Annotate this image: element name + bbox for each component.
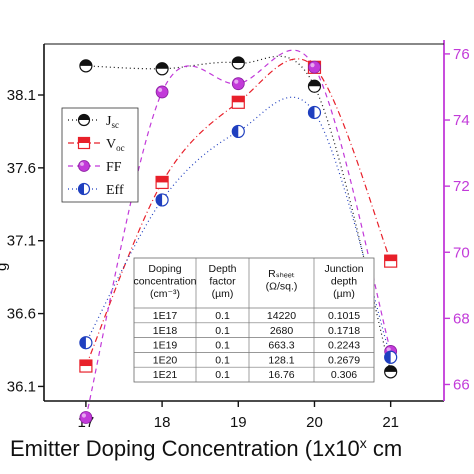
- x-axis-label: Emitter Doping Concentration (1x10x cm: [10, 435, 402, 461]
- y-left-tick-label: 36.6: [7, 306, 36, 323]
- table-header-text: (cm⁻³): [150, 288, 180, 300]
- parameter-table: Dopingconcentration(cm⁻³)Depthfactor(µm)…: [133, 257, 375, 383]
- y-left-tick-label: 36.1: [7, 378, 36, 395]
- table-cell: 1E21: [153, 369, 178, 381]
- table-cell: 0.2679: [328, 354, 360, 366]
- table-cell: 0.2243: [328, 340, 360, 352]
- table-box: [133, 257, 375, 383]
- data-point: [155, 62, 169, 76]
- legend-marker: [77, 182, 91, 196]
- table-header-text: factor: [209, 276, 236, 288]
- y-right-tick-label: 68: [453, 310, 470, 327]
- data-point: [155, 85, 169, 99]
- data-point: [384, 350, 398, 364]
- data-point: [307, 105, 322, 120]
- table-header-text: concentration: [133, 276, 196, 288]
- table-cell: 0.306: [331, 369, 357, 381]
- data-point: [231, 95, 245, 109]
- table-cell: 16.76: [268, 369, 294, 381]
- table-header-text: (Ω/sq.): [266, 281, 298, 293]
- table-cell: 128.1: [268, 354, 294, 366]
- table-cell: 0.1015: [328, 310, 360, 322]
- y-right-tick-label: 66: [453, 376, 470, 393]
- table-cell: 14220: [267, 310, 296, 322]
- table-cell: 0.1: [215, 369, 230, 381]
- x-tick-label: 18: [154, 414, 171, 431]
- y-right-tick-label: 70: [453, 244, 470, 261]
- y-right-tick-label: 72: [453, 178, 470, 195]
- legend-label: Voc: [106, 137, 125, 153]
- table-header-text: Depth: [208, 263, 236, 275]
- legend-label: FF: [106, 160, 122, 175]
- data-point: [384, 365, 398, 379]
- y-left-tick-label: 37.6: [7, 160, 36, 177]
- table-cell: 1E19: [153, 340, 178, 352]
- data-point: [155, 175, 169, 190]
- data-point: [155, 193, 169, 207]
- data-point: [231, 124, 245, 139]
- table-header-text: depth: [331, 276, 357, 288]
- table-cell: 0.1718: [328, 325, 360, 337]
- data-point: [79, 59, 93, 73]
- legend: Jsc Voc FF Eff: [61, 107, 139, 203]
- data-point: [308, 60, 321, 74]
- data-point: [79, 411, 93, 424]
- x-axis-label-sup: x: [360, 435, 367, 451]
- x-tick-label: 21: [382, 414, 399, 431]
- legend-marker: [78, 160, 90, 172]
- data-point: [307, 79, 322, 93]
- series-line-v: [85, 58, 392, 367]
- table-cell: 0.1: [215, 354, 230, 366]
- table-cell: 0.1: [215, 340, 230, 352]
- legend-marker: [77, 113, 91, 127]
- table-cell: 0.1: [215, 325, 230, 337]
- y-right-tick-label: 74: [453, 112, 470, 129]
- y-right-tick-label: 76: [453, 46, 470, 63]
- data-point: [384, 254, 398, 268]
- series-markers: [79, 56, 398, 424]
- table-header-text: Junction: [324, 263, 363, 275]
- table-cell: 2680: [270, 325, 294, 337]
- legend-marker: [77, 136, 91, 150]
- table-cell: 1E20: [153, 354, 178, 366]
- left-axis-edge-label: g: [0, 263, 10, 271]
- data-point: [79, 359, 93, 373]
- table-cell: 1E17: [153, 310, 178, 322]
- data-point: [231, 77, 245, 91]
- table-header-text: Doping: [148, 263, 181, 275]
- x-tick-label: 19: [230, 414, 247, 431]
- table-header-text: Rₛₕₑₑₜ: [268, 268, 295, 280]
- table-header-text: (µm): [333, 288, 355, 300]
- x-tick-label: 20: [306, 414, 323, 431]
- series-line-eff: [85, 96, 392, 358]
- table-cell: 0.1: [215, 310, 230, 322]
- legend-box: [61, 107, 139, 203]
- data-point: [79, 336, 93, 350]
- data-point: [231, 56, 245, 70]
- y-left-tick-label: 37.1: [7, 233, 36, 250]
- y-left-tick-label: 38.1: [7, 87, 36, 104]
- legend-label: Jsc: [106, 114, 119, 130]
- table-cell: 663.3: [268, 340, 294, 352]
- table-header-text: (µm): [212, 288, 234, 300]
- legend-label: Eff: [106, 183, 124, 198]
- table-cell: 1E18: [153, 325, 178, 337]
